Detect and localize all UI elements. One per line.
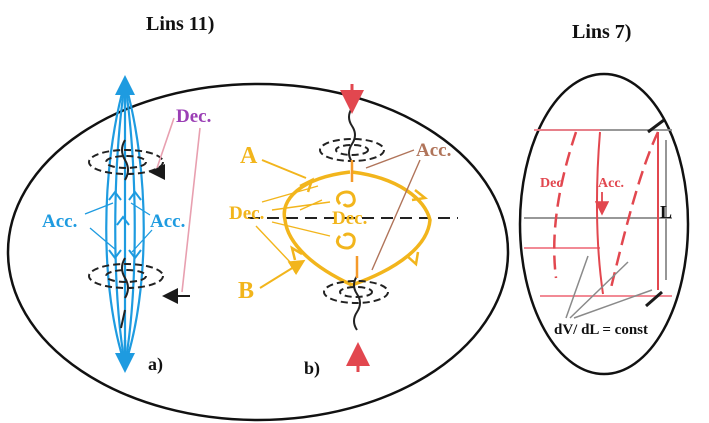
panel-a-acc-right-label: Acc. (150, 211, 185, 232)
panel-right-end-marks (645, 118, 665, 308)
panel-b-point-leaders (259, 159, 306, 289)
panel-b-dec-leaders (255, 185, 331, 263)
panel-b: A B Dec. Dec. Acc. b) (229, 84, 458, 379)
panel-right: L Dec Acc. dV/ dL = const (524, 118, 672, 338)
panel-right-formula-leaders (565, 255, 653, 319)
panel-a-flow-arrows (108, 190, 142, 260)
panel-b-label: b) (304, 358, 320, 379)
panel-right-dec-label: Dec (540, 176, 563, 191)
outer-ellipse-left (6, 82, 510, 422)
panel-right-dashed-curves (553, 131, 660, 293)
panel-b-inner-loops (336, 190, 356, 250)
panel-a-vortex-bottom (88, 263, 164, 289)
panel-b-dec-left-label: Dec. (229, 203, 264, 224)
panel-a-dec-leader (156, 117, 201, 293)
panel-b-point-b: B (238, 278, 254, 304)
panel-b-point-a: A (240, 143, 258, 169)
panel-b-vortex-bottom (323, 280, 389, 304)
title-lins-11: Lins 11) (146, 13, 214, 35)
panel-right-pink-guides (524, 129, 672, 297)
panel-a-dec-label: Dec. (176, 106, 211, 127)
panel-b-acc-leaders (365, 149, 421, 271)
outer-ellipse-right (518, 72, 690, 376)
panel-a-vortex-top (88, 149, 164, 175)
panel-a-label: a) (148, 354, 163, 375)
panel-a: Dec. Acc. Acc. a) (42, 75, 211, 375)
panel-right-acc-label: Acc. (598, 176, 624, 191)
panel-b-dec-right-label: Dec. (332, 208, 367, 229)
title-lins-7: Lins 7) (572, 21, 631, 43)
panel-a-flow-lines (105, 81, 145, 366)
panel-a-acc-left-label: Acc. (42, 211, 77, 232)
panel-a-helix (120, 139, 129, 329)
panel-a-acc-leaders (84, 202, 153, 253)
panel-right-length-label: L (660, 202, 672, 222)
panel-right-formula: dV/ dL = const (554, 322, 648, 338)
panel-b-acc-label: Acc. (416, 140, 451, 161)
panel-b-helix (348, 107, 361, 331)
